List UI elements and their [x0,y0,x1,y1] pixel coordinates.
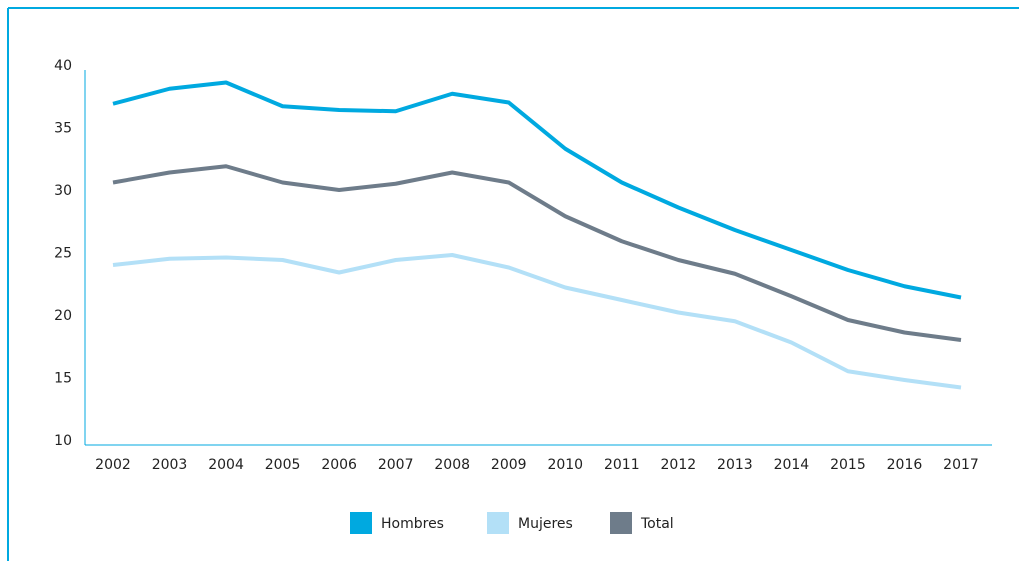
x-tick-label: 2003 [152,457,188,473]
x-tick-label: 2007 [378,457,414,473]
y-tick-label: 15 [54,371,72,387]
x-tick-label: 2009 [491,457,527,473]
x-tick-label: 2012 [661,457,697,473]
y-tick-label: 40 [54,58,72,74]
x-tick-label: 2005 [265,457,301,473]
x-tick-label: 2014 [774,457,810,473]
legend-label: Total [640,516,674,532]
x-tick-label: 2010 [547,457,583,473]
x-tick-label: 2002 [95,457,131,473]
legend-swatch [487,512,509,534]
legend-swatch [350,512,372,534]
x-tick-label: 2017 [943,457,979,473]
line-series [112,164,962,342]
x-tick-label: 2016 [887,457,923,473]
legend-label: Mujeres [518,516,573,532]
line-series [112,253,962,390]
y-tick-label: 20 [54,308,72,324]
legend-label: Hombres [381,516,444,532]
legend-swatch [610,512,632,534]
y-tick-label: 10 [54,433,72,449]
line-series [112,80,962,300]
x-tick-label: 2008 [434,457,470,473]
y-tick-label: 25 [54,246,72,262]
x-tick-label: 2004 [208,457,244,473]
y-tick-label: 30 [54,183,72,199]
x-tick-label: 2015 [830,457,866,473]
y-tick-label: 35 [54,121,72,137]
x-tick-label: 2013 [717,457,753,473]
x-tick-label: 2011 [604,457,640,473]
x-tick-label: 2006 [321,457,357,473]
